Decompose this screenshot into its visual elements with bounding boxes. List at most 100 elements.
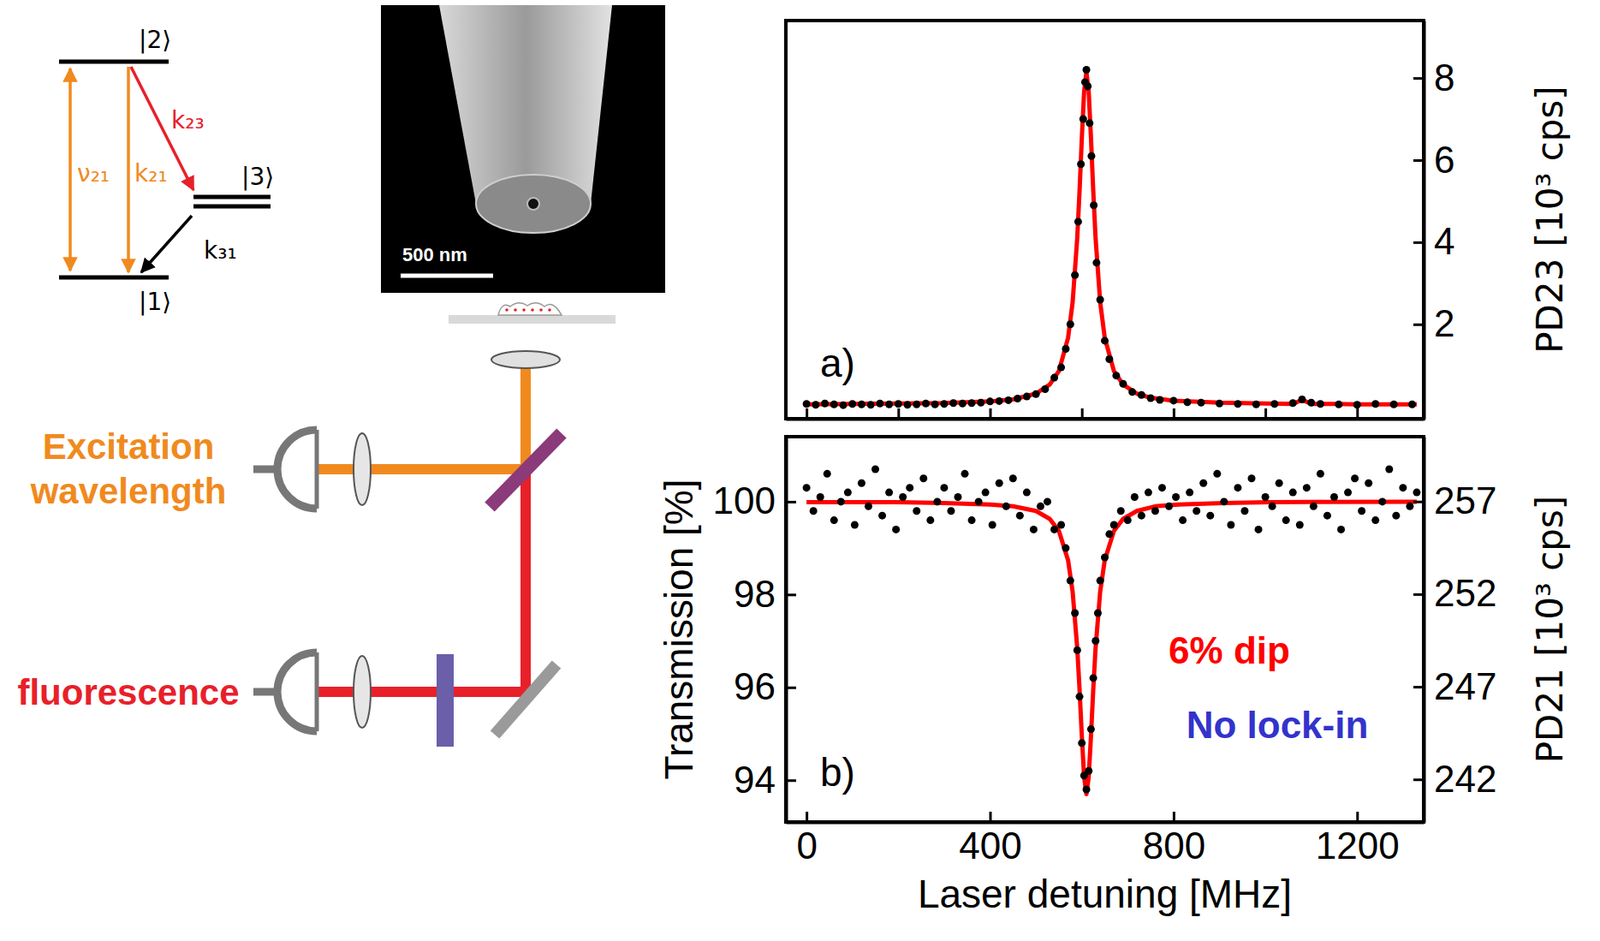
data-point: [1330, 493, 1339, 501]
data-point: [1130, 493, 1139, 501]
tick: 6: [1413, 138, 1455, 181]
energy-level: [59, 59, 169, 65]
plot-area: [802, 65, 1417, 410]
data-point: [830, 516, 839, 524]
tick: 96: [733, 665, 797, 708]
data-point: [1087, 152, 1095, 161]
axis-line: [1422, 21, 1427, 420]
tick: 4: [1413, 220, 1455, 262]
data-point: [811, 400, 820, 409]
data-point: [1082, 65, 1091, 74]
tick-label: 98: [733, 572, 776, 615]
data-point: [1036, 502, 1045, 511]
data-point: [1066, 320, 1075, 328]
data-point: [871, 464, 880, 473]
data-point: [939, 399, 948, 408]
data-point: [1178, 516, 1187, 524]
lens: [353, 655, 371, 728]
data-point: [1057, 521, 1065, 530]
panel-label: b): [820, 749, 856, 795]
data-point: [885, 400, 893, 409]
y2-axis-title: PD21 [10³ cps]: [1528, 495, 1571, 764]
data-point: [1117, 506, 1125, 515]
data-point: [1082, 785, 1091, 794]
micrograph-background: [380, 5, 666, 293]
data-point: [1412, 488, 1421, 497]
tick-mark: [989, 811, 993, 822]
tick-label: 247: [1433, 665, 1497, 708]
y2-axis: 2 4 6 8: [1413, 21, 1455, 420]
data-points: [802, 464, 1422, 793]
y-axis: 949698100: [713, 437, 797, 823]
tick: 247: [1413, 665, 1497, 708]
transition-arrow: [126, 66, 131, 273]
data-point: [1050, 374, 1059, 382]
data-point: [894, 399, 903, 408]
dichroic-mirror: [489, 433, 562, 507]
data-point: [1282, 516, 1291, 524]
data-point: [1316, 469, 1325, 478]
tick-mark: [1081, 408, 1084, 419]
data-point: [931, 400, 940, 409]
data-point: [1302, 483, 1311, 492]
tick: 257: [1413, 479, 1497, 522]
tick: 98: [733, 572, 797, 615]
data-point: [850, 521, 859, 530]
data-point: [1353, 400, 1362, 409]
tick: 8: [1413, 56, 1455, 99]
tick: 252: [1413, 571, 1497, 614]
data-point: [1089, 673, 1098, 682]
tick: 242: [1413, 757, 1497, 800]
data-point: [1144, 488, 1153, 497]
data-point: [1110, 521, 1119, 530]
objective-lens: [491, 350, 560, 369]
data-point: [1147, 394, 1155, 403]
data-point: [1344, 488, 1352, 497]
data-point: [1309, 502, 1318, 511]
data-point: [921, 399, 930, 408]
tick-label: 4: [1433, 220, 1455, 262]
plot-frame: [785, 436, 1424, 822]
photodiode: [277, 652, 317, 732]
photodiode: [315, 652, 320, 732]
data-point: [1316, 399, 1325, 408]
fit-line: [806, 71, 1417, 405]
tick-mark: [1413, 593, 1424, 596]
plot-area: [802, 464, 1422, 794]
data-point: [1096, 295, 1105, 304]
tick-mark: [1356, 408, 1359, 419]
panel-label: a): [820, 340, 856, 386]
data-point: [844, 488, 852, 497]
data-points: [802, 65, 1416, 410]
data-point: [837, 497, 845, 506]
data-point: [968, 398, 976, 407]
data-point: [961, 469, 970, 478]
data-point: [949, 398, 958, 407]
data-point: [995, 479, 1004, 488]
data-point: [986, 397, 994, 405]
tick-mark: [805, 408, 809, 419]
data-point: [1185, 488, 1194, 497]
transition-label: k₂₁: [134, 159, 168, 188]
data-point: [1076, 692, 1084, 701]
data-point: [1100, 553, 1109, 561]
tick: [990, 408, 992, 419]
energy-level: [59, 275, 169, 280]
tick-label: 0: [796, 824, 817, 867]
transition-arrow: [141, 215, 192, 273]
x-axis: 04008001200: [786, 811, 1425, 867]
label-line: Excitation: [42, 426, 215, 467]
data-point: [857, 400, 866, 409]
tick-mark: [1413, 685, 1424, 689]
data-point: [1215, 399, 1224, 408]
tick: 2: [1413, 302, 1455, 345]
data-point: [1087, 725, 1095, 733]
tick-mark: [785, 500, 797, 504]
data-point: [981, 488, 990, 497]
data-point: [1023, 488, 1031, 497]
data-point: [1128, 387, 1137, 396]
transition-arrow: [68, 68, 72, 271]
data-point: [1405, 502, 1414, 511]
data-point: [848, 399, 857, 408]
data-point: [1137, 511, 1146, 520]
